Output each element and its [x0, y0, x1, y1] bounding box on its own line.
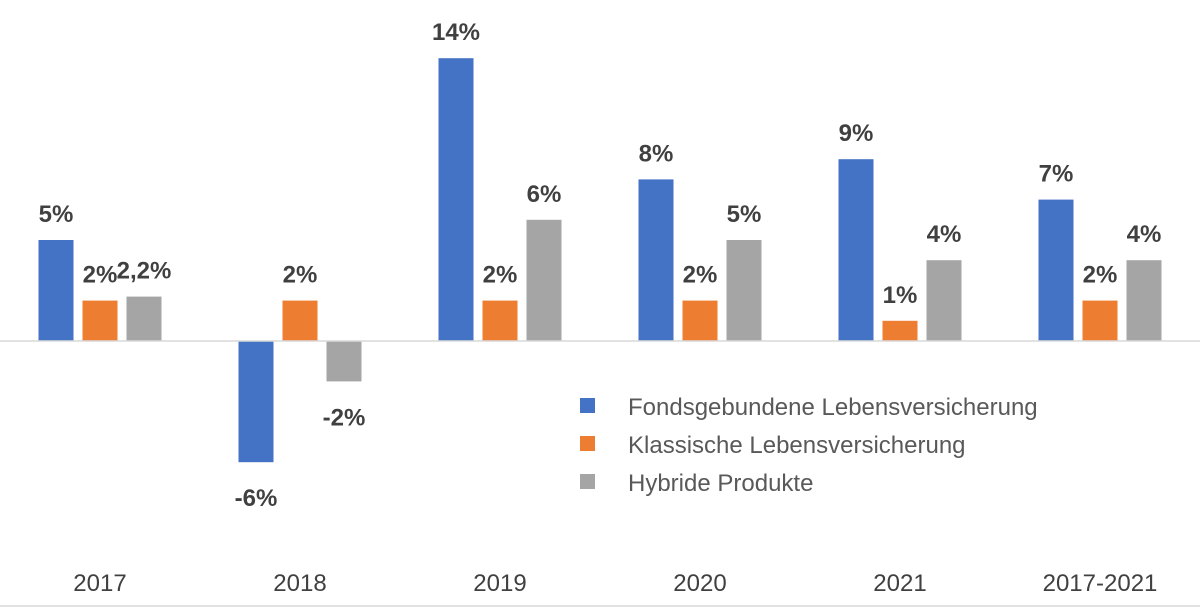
- data-label-series-1-2020: 8%: [639, 140, 674, 167]
- x-tick-label-2018: 2018: [273, 570, 326, 597]
- bar-series-2-2017-2021: [1082, 300, 1118, 341]
- bar-series-2-2017: [82, 300, 118, 341]
- bar-series-3-2019: [526, 219, 562, 341]
- data-label-series-3-2017-2021: 4%: [1127, 221, 1162, 248]
- x-tick-label-2017: 2017: [73, 570, 126, 597]
- x-tick-label-2019: 2019: [473, 570, 526, 597]
- data-label-series-3-2019: 6%: [527, 181, 562, 208]
- bar-series-2-2020: [682, 300, 718, 341]
- bar-series-1-2017-2021: [1038, 199, 1074, 341]
- data-label-series-2-2018: 2%: [283, 262, 318, 289]
- legend: Fondsgebundene Lebensversicherung Klassis…: [580, 394, 1038, 497]
- data-label-series-1-2018: -6%: [235, 485, 278, 512]
- data-label-series-1-2021: 9%: [839, 120, 874, 147]
- legend-swatch-3: [580, 474, 595, 489]
- data-label-series-1-2019: 14%: [432, 19, 480, 46]
- data-label-series-3-2017: 2,2%: [117, 258, 172, 285]
- bar-series-3-2020: [726, 240, 762, 341]
- bar-series-3-2017: [126, 296, 162, 341]
- bar-series-3-2021: [926, 260, 962, 341]
- data-labels-layer: 5%2% 2,2%-6%2%-2%14%2%6%8%2%5%9%1%4%7%2%4…: [39, 19, 1162, 512]
- data-label-series-3-2020: 5%: [727, 201, 762, 228]
- bar-series-2-2019: [482, 300, 518, 341]
- legend-swatch-2: [580, 436, 595, 451]
- bars-layer: [38, 58, 1162, 463]
- bar-series-1-2020: [638, 179, 674, 341]
- legend-label-2: Klassische Lebensversicherung: [628, 432, 966, 459]
- data-label-series-2-2019: 2%: [483, 262, 518, 289]
- data-label-series-2-2021: 1%: [883, 282, 918, 309]
- legend-label-3: Hybride Produkte: [628, 470, 813, 497]
- data-label-series-2-2020: 2%: [683, 262, 718, 289]
- data-label-series-3-2018: -2%: [323, 404, 366, 431]
- data-label-series-3-2021: 4%: [927, 221, 962, 248]
- x-tick-label-2017-2021: 2017-2021: [1043, 570, 1158, 597]
- data-label-series-2-2017: 2%: [83, 262, 118, 289]
- data-label-series-1-2017: 5%: [39, 201, 74, 228]
- bar-series-2-2021: [882, 320, 918, 341]
- data-label-series-2-2017-2021: 2%: [1083, 262, 1118, 289]
- bar-series-2-2018: [282, 300, 318, 341]
- bar-series-3-2018: [326, 341, 362, 382]
- bar-series-1-2019: [438, 58, 474, 341]
- data-label-series-1-2017-2021: 7%: [1039, 161, 1074, 188]
- x-tick-labels-layer: 2017 2018 2019 2020 2021 2017-2021: [73, 570, 1157, 597]
- legend-swatch-1: [580, 398, 595, 413]
- bar-series-1-2017: [38, 240, 74, 341]
- bar-series-1-2021: [838, 159, 874, 341]
- x-tick-label-2020: 2020: [673, 570, 726, 597]
- legend-label-1: Fondsgebundene Lebensversicherung: [628, 394, 1038, 421]
- x-tick-label-2021: 2021: [873, 570, 926, 597]
- bar-series-1-2018: [238, 341, 274, 463]
- bar-series-3-2017-2021: [1126, 260, 1162, 341]
